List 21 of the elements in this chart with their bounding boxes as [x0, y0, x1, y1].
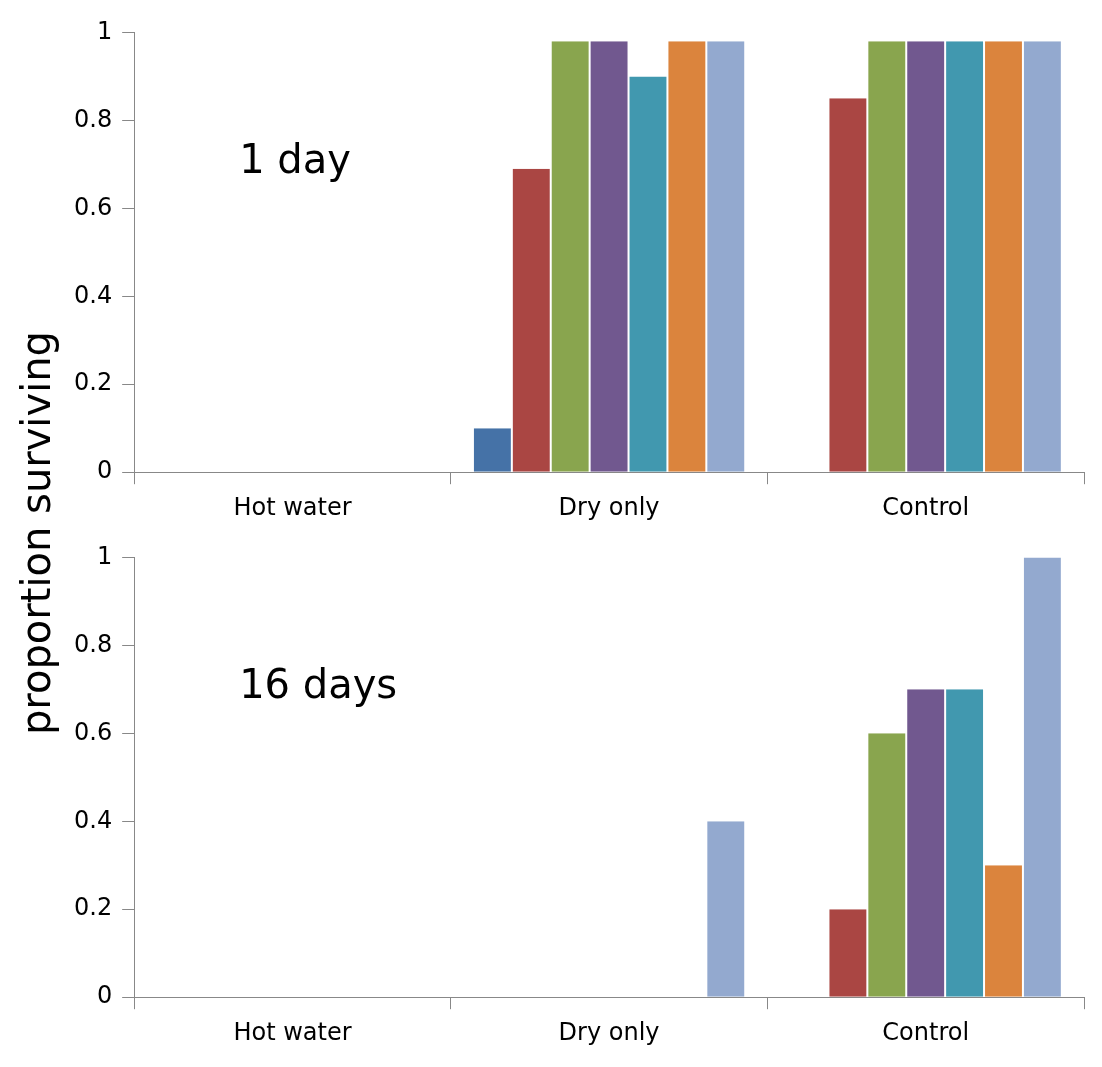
y-tick-label: 0.8 [74, 629, 113, 658]
y-tick-label: 0.2 [74, 893, 113, 922]
y-tick-label: 0.6 [74, 717, 113, 746]
x-tick-label: Hot water [233, 1017, 352, 1046]
y-tick-label: 0 [96, 456, 113, 485]
x-tick-label: Dry only [558, 492, 660, 521]
x-tick-label: Dry only [558, 1017, 660, 1046]
x-tick-label: Hot water [233, 492, 352, 521]
y-tick-label: 0 [96, 981, 113, 1010]
y-tick-label: 1 [96, 16, 113, 45]
annotation: 16 days [239, 660, 398, 707]
x-tick-label: Control [882, 1017, 970, 1046]
y-tick-label: 0.8 [74, 104, 113, 133]
y-axis-title: proportion surviving [13, 330, 59, 736]
annotation: 1 day [239, 135, 351, 182]
y-tick-label: 0.4 [74, 805, 113, 834]
x-tick-label: Control [882, 492, 970, 521]
y-tick-label: 0.4 [74, 280, 113, 309]
y-tick-label: 0.2 [74, 368, 113, 397]
y-tick-label: 0.6 [74, 192, 113, 221]
y-tick-label: 1 [96, 541, 113, 570]
